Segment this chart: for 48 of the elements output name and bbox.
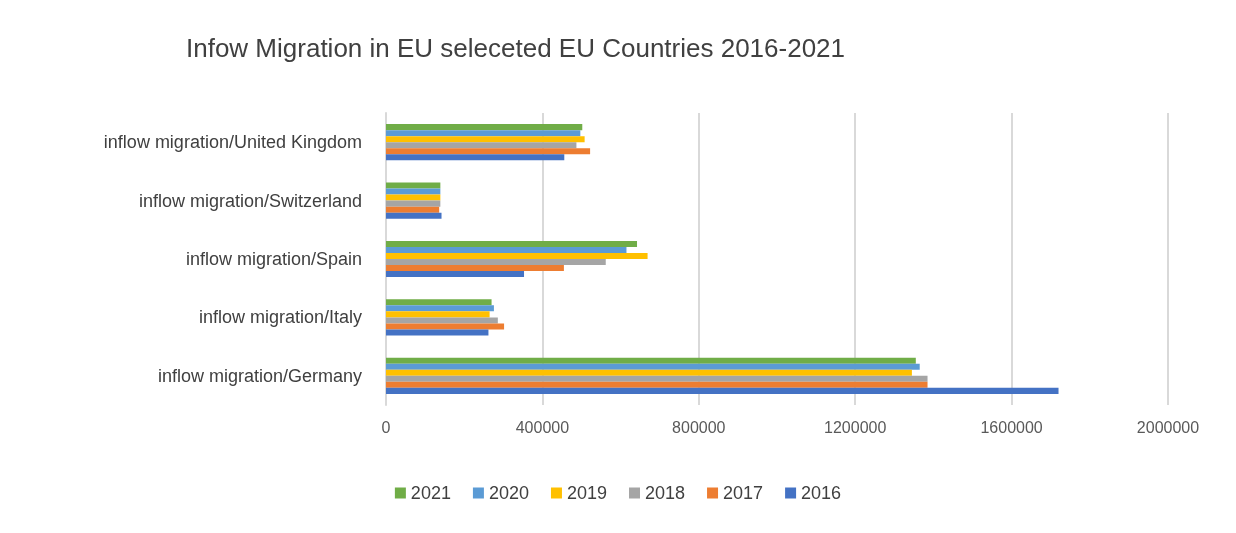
- bar: [386, 317, 498, 324]
- bar: [386, 375, 928, 382]
- x-tick-label: 800000: [672, 418, 726, 436]
- bar: [386, 194, 441, 201]
- bar: [386, 182, 441, 189]
- bar: [386, 188, 441, 195]
- bar: [386, 311, 490, 318]
- bar: [386, 124, 583, 131]
- bar: [386, 265, 564, 272]
- legend-label: 2019: [566, 483, 607, 503]
- bar: [386, 206, 440, 213]
- bar: [386, 381, 928, 388]
- bar: [386, 305, 494, 312]
- bar: [386, 212, 442, 219]
- legend-label: 2016: [801, 483, 842, 503]
- legend-label: 2020: [488, 483, 529, 503]
- bar: [386, 363, 920, 370]
- legend-label: 2021: [410, 483, 451, 503]
- bar: [386, 154, 565, 161]
- y-tick-label: inflow migration/Spain: [185, 249, 362, 269]
- chart-title: Infow Migration in EU seleceted EU Countries 2016-2021: [186, 33, 846, 63]
- bar: [386, 142, 577, 149]
- y-tick-label: inflow migration/Switzerland: [138, 190, 362, 211]
- bar: [386, 357, 916, 364]
- bar: [386, 252, 648, 259]
- bar: [386, 299, 492, 306]
- y-tick-label: inflow migration/Italy: [198, 307, 362, 328]
- bar: [386, 130, 581, 137]
- x-tick-label: 0: [381, 418, 391, 436]
- bar: [386, 136, 585, 143]
- x-tick-label: 1200000: [824, 418, 887, 436]
- bar: [386, 271, 525, 278]
- y-tick-label: inflow migration/Germany: [157, 365, 362, 386]
- bar: [386, 148, 591, 155]
- x-tick-label: 400000: [515, 418, 570, 436]
- x-tick-label: 1600000: [980, 418, 1043, 436]
- x-tick-label: 2000000: [1136, 418, 1200, 436]
- bar: [386, 329, 489, 336]
- bar: [386, 259, 606, 266]
- bar: [386, 240, 638, 247]
- legend-label: 2017: [723, 483, 764, 503]
- bar: [386, 387, 1059, 394]
- bar: [386, 200, 441, 207]
- bar: [386, 369, 912, 376]
- legend-label: 2018: [645, 483, 686, 503]
- bar: [386, 246, 627, 253]
- y-tick-label: inflow migration/United Kingdom: [103, 132, 362, 153]
- bar: [386, 323, 505, 330]
